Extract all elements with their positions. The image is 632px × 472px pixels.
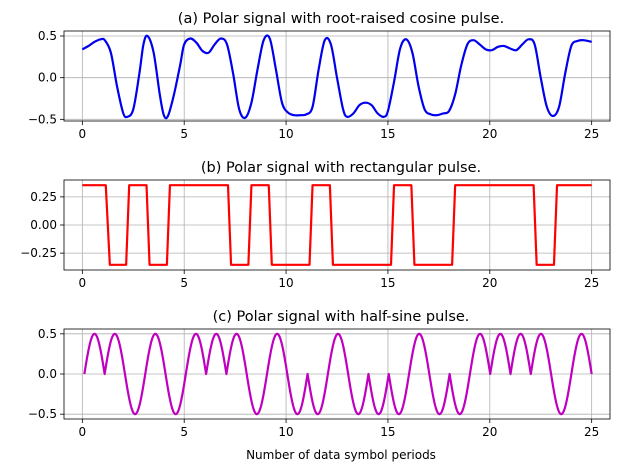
subplot-b-grid: [64, 180, 610, 270]
subplot-b-xtick-label-2: 10: [278, 276, 293, 290]
subplot-b-ytick-label-0: −0.25: [20, 246, 57, 260]
subplot-a-xtick-label-2: 10: [278, 127, 293, 141]
subplot-b-frame: [63, 179, 611, 271]
subplot-c-frame: [63, 328, 611, 420]
subplot-c-title: (c) Polar signal with half-sine pulse.: [213, 309, 470, 325]
subplot-c-plot: [83, 332, 593, 416]
subplot-c-xtick-label-3: 15: [380, 425, 395, 439]
subplot-c-xtick-label-2: 10: [278, 425, 293, 439]
subplot-a-title: (a) Polar signal with root-raised cosine…: [178, 11, 504, 27]
subplot-c-xtick-label-4: 20: [482, 425, 497, 439]
subplot-a-xtick-label-4: 20: [482, 127, 497, 141]
subplot-c-ytick-label-0: −0.5: [28, 407, 57, 421]
subplot-b-axes: 0 5 10 15 20 25 −0.25 0.00 0.25: [20, 179, 611, 290]
subplot-c-axes: 0 5 10 15 20 25 −0.5 0.0 0.5: [28, 327, 611, 439]
subplot-a-xtick-label-0: 0: [79, 127, 87, 141]
subplot-c: (c) Polar signal with half-sine pulse. 0…: [28, 309, 611, 462]
subplot-a-xtick-label-1: 5: [180, 127, 188, 141]
subplot-c-xtick-label-5: 25: [584, 425, 599, 439]
subplot-a-frame: [63, 30, 611, 122]
subplot-b-title: (b) Polar signal with rectangular pulse.: [201, 160, 481, 176]
subplot-b-xtick-label-0: 0: [79, 276, 87, 290]
subplot-b-xtick-label-1: 5: [180, 276, 188, 290]
subplot-b-ytick-label-1: 0.00: [30, 218, 57, 232]
subplot-a-series-line-0: [81, 34, 592, 120]
subplot-b-ytick-label-2: 0.25: [30, 190, 57, 204]
subplot-a: (a) Polar signal with root-raised cosine…: [28, 11, 611, 141]
subplot-c-xtick-label-0: 0: [79, 425, 87, 439]
subplot-c-series-line-0: [83, 332, 593, 416]
x-axis-label: Number of data symbol periods: [246, 448, 436, 462]
subplot-b-xtick-label-5: 25: [584, 276, 599, 290]
subplot-a-ytick-label-1: 0.0: [38, 71, 57, 85]
subplot-c-xtick-label-1: 5: [180, 425, 188, 439]
subplot-c-ytick-label-1: 0.0: [38, 367, 57, 381]
subplot-a-axes: 0 5 10 15 20 25 −0.5 0.0 0.5: [28, 29, 611, 141]
subplot-a-xtick-label-5: 25: [584, 127, 599, 141]
subplot-a-ytick-label-2: 0.5: [38, 29, 57, 43]
subplot-a-grid: [64, 31, 610, 121]
subplot-b-series-line-0: [82, 184, 592, 266]
subplot-b: (b) Polar signal with rectangular pulse.…: [20, 160, 611, 290]
subplot-c-ytick-label-2: 0.5: [38, 327, 57, 341]
subplot-a-ytick-label-0: −0.5: [28, 112, 57, 126]
subplot-a-plot: [81, 34, 592, 120]
subplot-b-xtick-label-3: 15: [380, 276, 395, 290]
subplot-b-plot: [82, 184, 592, 266]
subplot-b-xtick-label-4: 20: [482, 276, 497, 290]
subplot-a-xtick-label-3: 15: [380, 127, 395, 141]
